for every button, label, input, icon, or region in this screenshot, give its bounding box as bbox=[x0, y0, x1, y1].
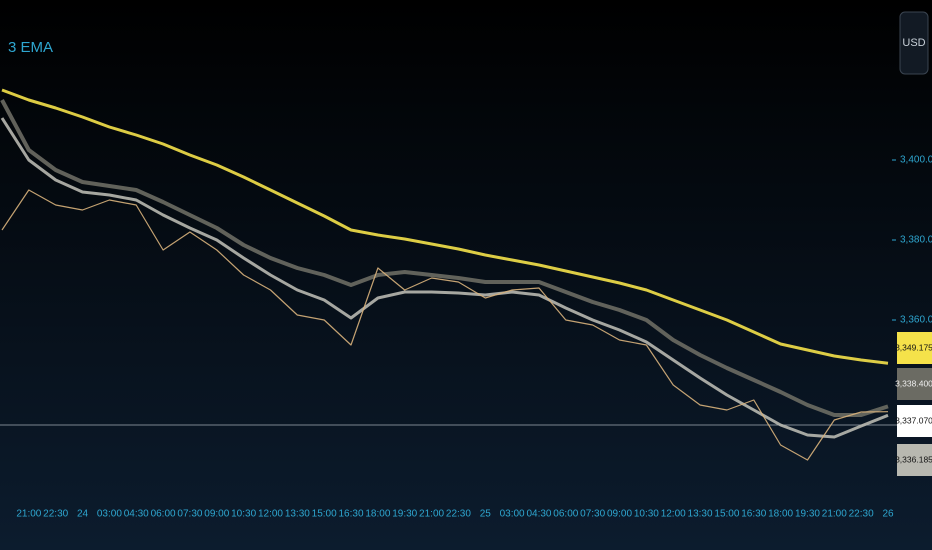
x-tick-label: 03:00 bbox=[97, 509, 122, 520]
value-label-box bbox=[897, 405, 932, 437]
value-label-box bbox=[897, 444, 932, 476]
x-tick-label: 10:30 bbox=[634, 509, 659, 520]
x-tick-label: 06:00 bbox=[553, 509, 578, 520]
value-label: 3,337.070 bbox=[895, 415, 932, 425]
x-tick-label: 13:30 bbox=[285, 509, 310, 520]
value-label: 3,338.400 bbox=[895, 378, 932, 388]
x-tick-label: 12:00 bbox=[258, 509, 283, 520]
series-line bbox=[0, 99, 889, 417]
x-tick-label: 22:30 bbox=[446, 509, 471, 520]
series-line bbox=[0, 117, 889, 439]
x-tick-label: 09:00 bbox=[607, 509, 632, 520]
x-tick-label: 10:30 bbox=[231, 509, 256, 520]
value-label: 3,336.185 bbox=[895, 454, 932, 464]
x-tick-label: 03:00 bbox=[500, 509, 525, 520]
series-line bbox=[1, 189, 889, 461]
x-tick-label: 12:00 bbox=[661, 509, 686, 520]
x-tick-label: 21:00 bbox=[16, 509, 41, 520]
x-tick-label: 07:30 bbox=[580, 509, 605, 520]
currency-button[interactable] bbox=[899, 11, 929, 75]
x-tick-label: 19:30 bbox=[795, 509, 820, 520]
x-tick-label: 06:00 bbox=[151, 509, 176, 520]
series-line bbox=[1, 88, 889, 365]
currency-label: USD bbox=[902, 37, 925, 49]
y-tick-label: 3,360.000 bbox=[900, 315, 932, 326]
x-tick-label: 13:30 bbox=[688, 509, 713, 520]
x-tick-label: 24 bbox=[77, 509, 89, 520]
x-tick-label: 16:30 bbox=[741, 509, 766, 520]
x-tick-label: 25 bbox=[480, 509, 492, 520]
x-tick-label: 22:30 bbox=[43, 509, 68, 520]
x-tick-label: 16:30 bbox=[339, 509, 364, 520]
x-tick-label: 04:30 bbox=[526, 509, 551, 520]
x-tick-label: 15:00 bbox=[714, 509, 739, 520]
value-label-box bbox=[897, 332, 932, 364]
x-tick-label: 07:30 bbox=[177, 509, 202, 520]
x-tick-label: 04:30 bbox=[124, 509, 149, 520]
x-tick-label: 21:00 bbox=[822, 509, 847, 520]
value-label-box bbox=[897, 368, 932, 400]
x-tick-label: 18:00 bbox=[365, 509, 390, 520]
y-tick-label: 3,380.000 bbox=[900, 235, 932, 246]
x-tick-label: 19:30 bbox=[392, 509, 417, 520]
y-tick-label: 3,400.000 bbox=[900, 155, 932, 166]
x-tick-label: 18:00 bbox=[768, 509, 793, 520]
x-tick-label: 21:00 bbox=[419, 509, 444, 520]
x-tick-label: 09:00 bbox=[204, 509, 229, 520]
x-tick-label: 26 bbox=[882, 509, 894, 520]
value-label: 3,349.175 bbox=[895, 342, 932, 352]
x-tick-label: 15:00 bbox=[312, 509, 337, 520]
x-tick-label: 22:30 bbox=[849, 509, 874, 520]
chart-title: 3 EMA bbox=[8, 39, 53, 56]
